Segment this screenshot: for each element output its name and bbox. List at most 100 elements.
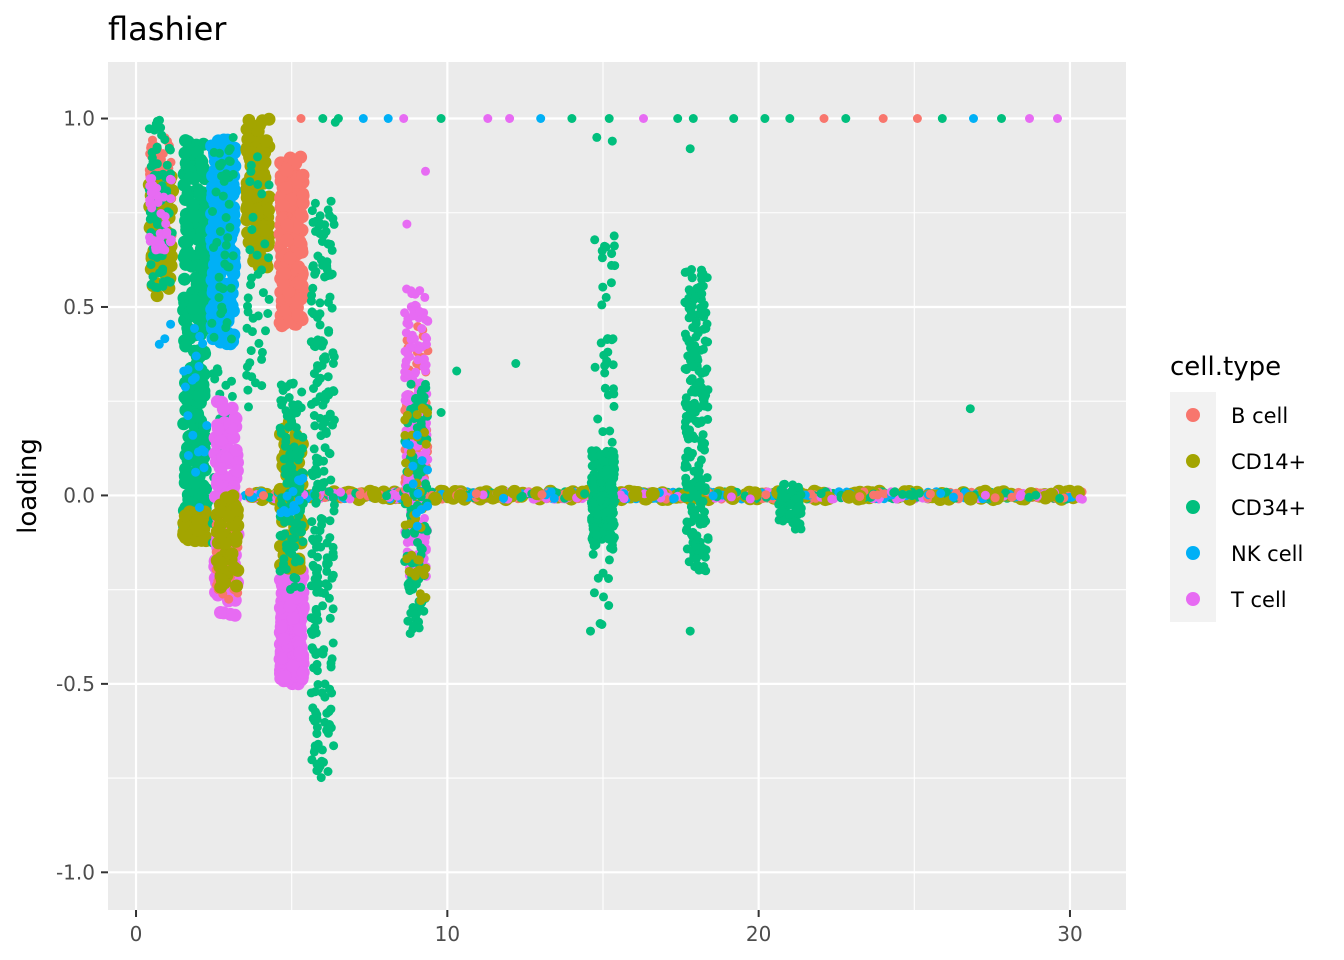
data-point — [309, 369, 319, 379]
data-point — [282, 543, 292, 553]
y-tick-label: 1.0 — [63, 107, 95, 131]
data-point — [316, 773, 326, 783]
data-point — [278, 304, 292, 318]
data-point — [307, 206, 317, 216]
data-point — [330, 117, 340, 127]
data-point — [292, 245, 306, 259]
data-point — [309, 309, 319, 319]
data-point — [282, 382, 292, 392]
x-tick-label: 10 — [435, 922, 460, 946]
data-point — [405, 586, 415, 596]
data-point — [160, 334, 170, 344]
data-point — [313, 580, 323, 590]
data-point — [948, 492, 958, 502]
data-point — [990, 493, 1000, 503]
data-point — [325, 684, 335, 694]
data-point — [329, 741, 339, 751]
data-point — [241, 187, 255, 201]
data-point — [693, 419, 703, 428]
data-point — [262, 203, 275, 217]
data-point — [284, 475, 294, 485]
data-point — [222, 491, 236, 505]
data-point — [600, 241, 609, 251]
data-point — [286, 659, 300, 673]
data-point — [308, 283, 318, 293]
data-point — [787, 486, 797, 496]
data-point — [593, 573, 603, 583]
data-point — [329, 500, 339, 510]
data-point — [244, 487, 254, 497]
data-point — [415, 589, 425, 599]
data-point — [311, 498, 321, 508]
data-point — [423, 501, 433, 511]
data-point — [536, 114, 546, 123]
data-point — [243, 293, 253, 303]
data-point — [312, 659, 322, 669]
data-point — [698, 269, 708, 278]
data-point — [278, 670, 292, 683]
data-point — [701, 566, 711, 576]
data-point — [253, 180, 263, 189]
data-point — [298, 537, 308, 547]
data-point — [187, 375, 197, 385]
data-point — [293, 235, 307, 249]
data-point — [180, 220, 194, 234]
legend-key — [1186, 546, 1200, 560]
data-point — [296, 527, 306, 537]
data-point — [227, 334, 236, 344]
data-point — [307, 517, 317, 527]
data-point — [259, 224, 273, 238]
data-point — [796, 524, 806, 534]
data-point — [205, 223, 219, 236]
data-point — [283, 251, 297, 265]
data-point — [511, 359, 521, 368]
data-point — [309, 562, 319, 572]
data-point — [726, 492, 736, 502]
data-point — [915, 488, 924, 498]
data-point — [401, 458, 411, 468]
data-point — [628, 487, 643, 502]
data-point — [256, 170, 270, 184]
data-point — [421, 166, 430, 176]
data-point — [816, 489, 826, 499]
data-point — [155, 268, 164, 278]
data-point — [207, 318, 217, 328]
data-point — [314, 648, 324, 658]
data-point — [187, 198, 200, 212]
data-point — [537, 490, 547, 500]
data-point — [228, 251, 238, 261]
data-point — [327, 573, 337, 583]
data-point — [597, 253, 607, 263]
data-point — [423, 465, 432, 475]
data-point — [280, 529, 290, 539]
data-point — [609, 241, 619, 251]
data-point — [320, 418, 329, 428]
data-point — [703, 414, 713, 424]
data-point — [180, 382, 190, 392]
data-point — [607, 249, 617, 259]
data-point — [209, 243, 218, 252]
data-point — [214, 293, 224, 302]
data-point — [420, 427, 430, 437]
data-point — [760, 114, 770, 123]
data-point — [595, 619, 605, 628]
data-point — [419, 392, 429, 402]
data-point — [158, 242, 168, 252]
data-point — [610, 261, 620, 271]
data-point — [209, 332, 219, 342]
data-point — [645, 487, 660, 501]
data-point — [686, 400, 696, 410]
data-point — [264, 253, 273, 263]
data-point — [315, 392, 325, 402]
data-point — [599, 592, 608, 602]
data-point — [411, 579, 421, 589]
data-point — [259, 491, 268, 500]
data-point — [417, 456, 427, 466]
data-point — [322, 538, 332, 548]
data-point — [307, 290, 317, 300]
data-point — [925, 489, 935, 499]
data-point — [788, 518, 798, 528]
data-point — [247, 225, 257, 235]
data-point — [697, 289, 707, 299]
data-point — [323, 205, 333, 215]
